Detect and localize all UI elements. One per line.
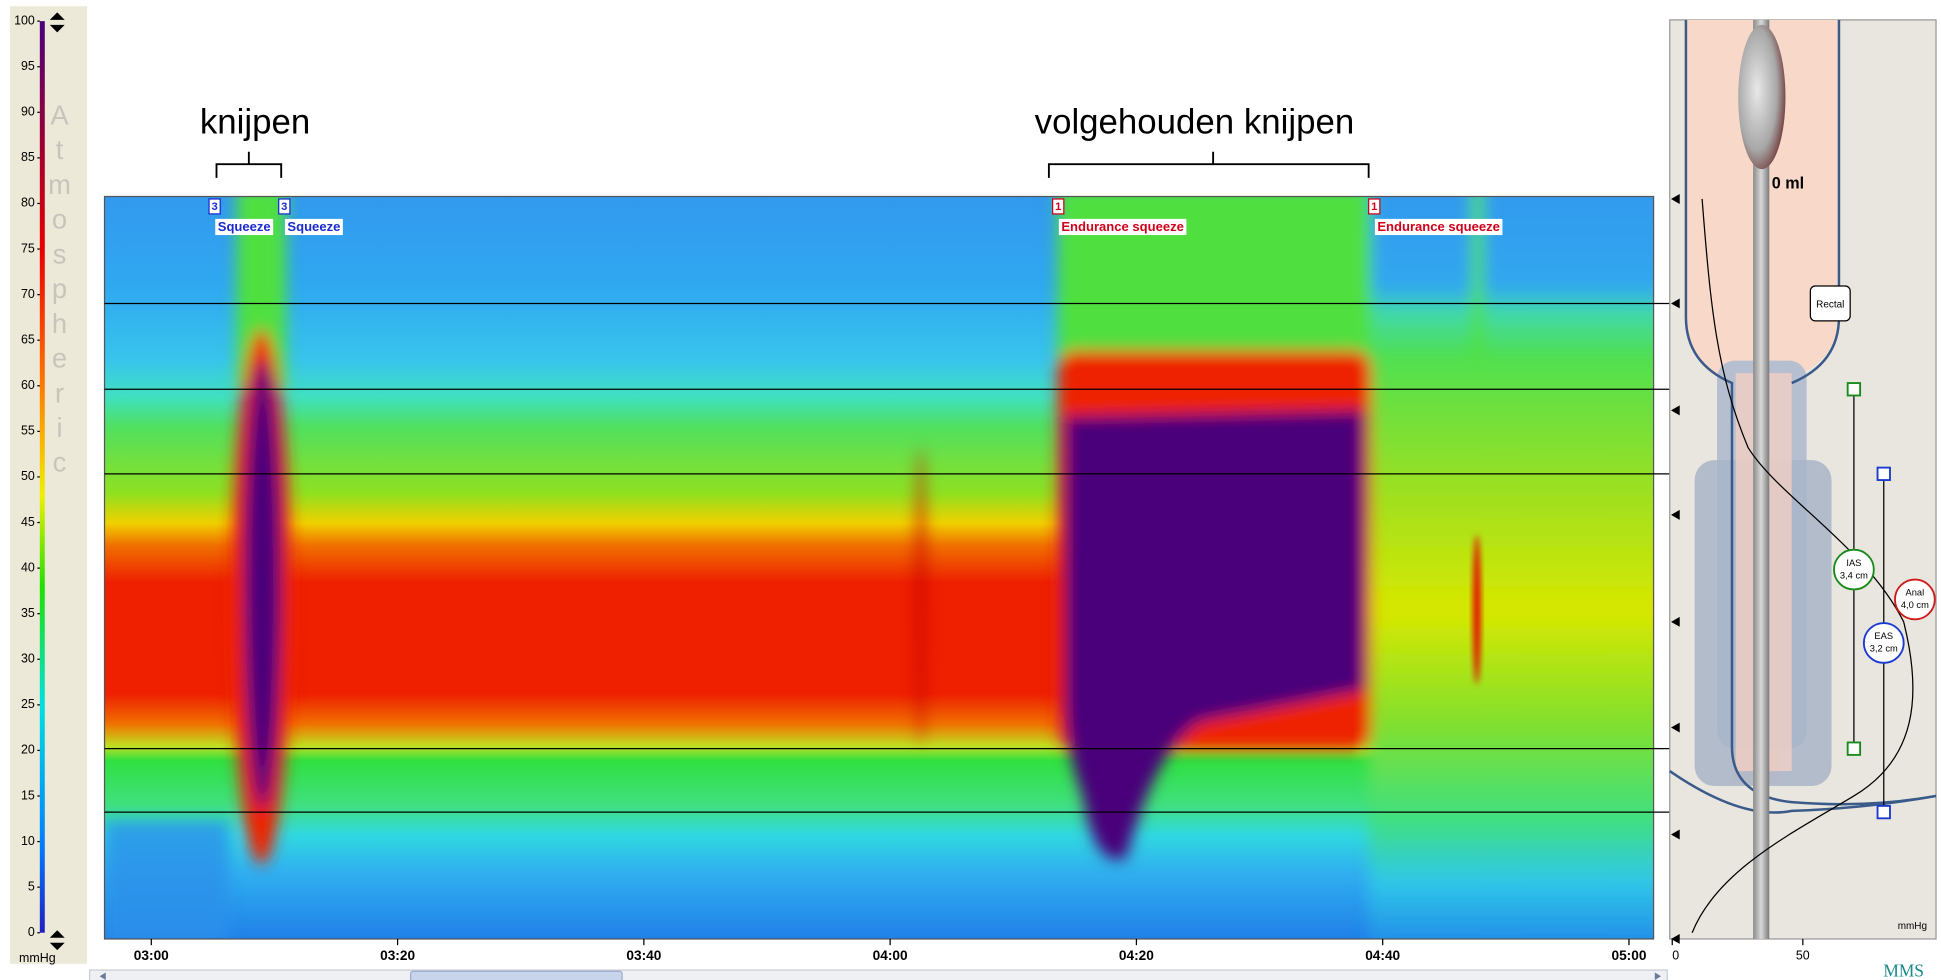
event-label: Squeeze (218, 219, 271, 234)
profile-tick-label: 50 (1796, 949, 1810, 963)
event-label: Endurance squeeze (1377, 219, 1500, 234)
time-tick-label: 05:00 (1611, 948, 1646, 963)
annotation: volgehouden knijpen (1035, 103, 1355, 142)
profile-tick-label: 0 (1672, 949, 1679, 963)
colorbar-tick-label: 55 (21, 424, 35, 438)
event-label: Endurance squeeze (1061, 219, 1184, 234)
colorbar-tick-label: 80 (21, 196, 35, 210)
sensor-label: Rectal (1816, 299, 1844, 310)
colorbar-tick-label: 30 (21, 652, 35, 666)
zone-length: 3,4 cm (1840, 570, 1868, 580)
colorbar-tick-label: 5 (28, 879, 35, 893)
annotation: knijpen (200, 103, 310, 142)
zone-name: IAS (1846, 558, 1861, 568)
colorbar-tick-label: 10 (21, 834, 35, 848)
colorbar-unit: mmHg (19, 951, 56, 965)
balloon-volume: 0 ml (1772, 174, 1804, 192)
page: { "colorbar": { "range": [0, 100], "tick… (0, 0, 1941, 980)
time-tick-label: 04:40 (1365, 948, 1400, 963)
colorbar-tick-label: 45 (21, 515, 35, 529)
logo: MMS (1883, 961, 1924, 980)
colorbar-tick-label: 35 (21, 606, 35, 620)
colorbar-tick-label: 0 (28, 925, 35, 939)
event-count: 1 (1371, 201, 1377, 213)
zone-length: 4,0 cm (1901, 600, 1929, 610)
colorbar-tick-label: 25 (21, 697, 35, 711)
colorbar-tick-label: 100 (14, 13, 35, 27)
colorbar-tick-label: 40 (21, 560, 35, 574)
colorbar-tick-label: 70 (21, 287, 35, 301)
colorbar-tick-label: 60 (21, 378, 35, 392)
scrollbar[interactable] (90, 970, 1668, 980)
bracket (216, 152, 281, 178)
event-count: 1 (1055, 201, 1061, 213)
colorbar-tick-label: 75 (21, 241, 35, 255)
colorbar-tick-label: 85 (21, 150, 35, 164)
colorbar-tick-label: 20 (21, 743, 35, 757)
event-count: 3 (281, 201, 287, 213)
time-tick-label: 04:00 (873, 948, 908, 963)
heatmap (105, 187, 1668, 958)
event-count: 3 (212, 201, 218, 213)
zone-length: 3,2 cm (1870, 644, 1898, 654)
zone-name: Anal (1906, 588, 1925, 598)
bracket (1049, 152, 1369, 178)
time-tick-label: 03:00 (134, 948, 169, 963)
event-label: Squeeze (287, 219, 340, 234)
zone-name: EAS (1874, 631, 1893, 641)
atmospheric-label: Atmospheric (44, 99, 75, 481)
profile-unit: mmHg (1898, 921, 1927, 932)
profile-panel (1670, 20, 1936, 944)
time-tick-label: 03:40 (626, 948, 661, 963)
time-tick-label: 04:20 (1119, 948, 1154, 963)
screen: Atmospheric mmHg knijpen volgehouden kni… (0, 0, 1941, 980)
colorbar-tick-label: 90 (21, 105, 35, 119)
colorbar-tick-label: 50 (21, 469, 35, 483)
colorbar-tick-label: 95 (21, 59, 35, 73)
colorbar-tick-label: 65 (21, 332, 35, 346)
colorbar-tick-label: 15 (21, 788, 35, 802)
time-tick-label: 03:20 (380, 948, 415, 963)
